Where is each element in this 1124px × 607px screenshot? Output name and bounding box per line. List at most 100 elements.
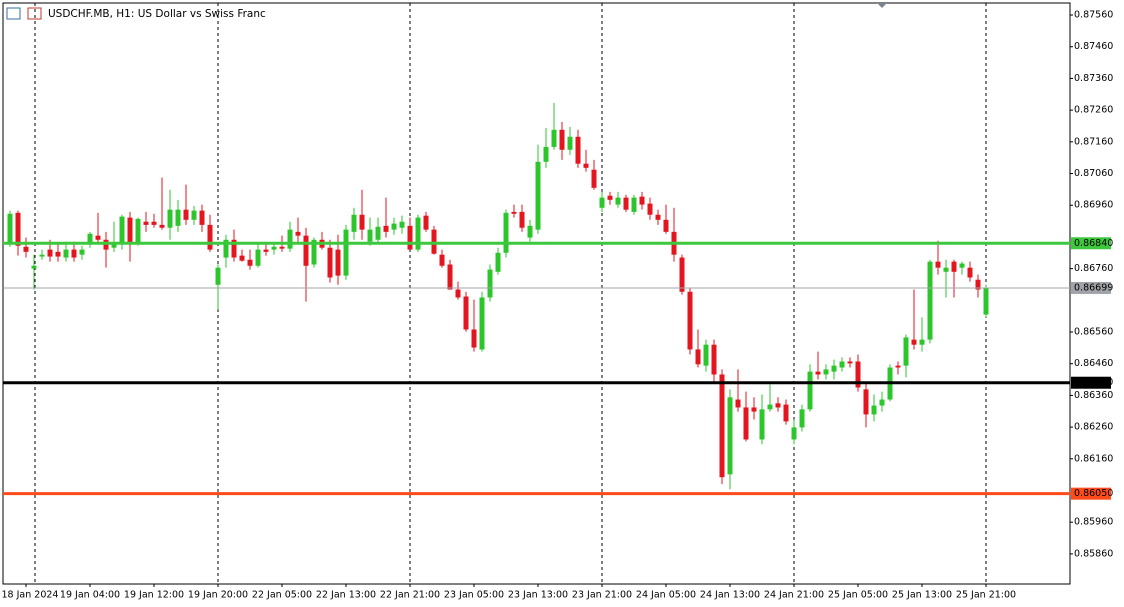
candle-body (775, 403, 781, 408)
candle-body (431, 229, 437, 254)
x-tick-label: 22 Jan 05:00 (252, 590, 312, 601)
candle-body (975, 279, 981, 290)
candle-body (495, 252, 501, 272)
candle-body (63, 249, 69, 258)
x-tick-label: 19 Jan 04:00 (60, 590, 120, 601)
x-tick-label: 25 Jan 21:00 (956, 590, 1016, 601)
candle-body (231, 239, 237, 258)
candle-body (375, 226, 381, 240)
candle-body (311, 239, 317, 265)
x-tick-label: 19 Jan 20:00 (188, 590, 248, 601)
candle-body (55, 251, 61, 257)
candle-body (839, 361, 845, 368)
candle-body (527, 225, 533, 238)
candle-body (599, 197, 605, 208)
candle-body (79, 249, 85, 255)
candle-body (143, 221, 149, 225)
candle-body (455, 289, 461, 298)
candle-body (39, 254, 45, 257)
candle-body (511, 211, 517, 214)
candle-body (871, 405, 877, 415)
candle-body (855, 361, 861, 388)
candle-body (135, 218, 141, 243)
y-tick-label: 0.86160 (1074, 453, 1113, 464)
candle-body (807, 371, 813, 410)
candle-body (359, 214, 365, 230)
chart-title: USDCHF.MB, H1: US Dollar vs Swiss Franc (48, 8, 266, 20)
candle-body (183, 209, 189, 220)
candle-body (575, 136, 581, 164)
candle-body (31, 265, 37, 269)
candle-body (407, 225, 413, 250)
shift-marker (877, 3, 887, 8)
level-label: 0.86840 (1074, 238, 1113, 249)
level-label: 0.86400 (1074, 377, 1113, 388)
candle-body (607, 195, 613, 200)
y-tick-label: 0.87160 (1074, 136, 1113, 147)
candle-body (463, 296, 469, 330)
candle-body (647, 203, 653, 215)
candle-body (583, 163, 589, 168)
y-tick-label: 0.86960 (1074, 200, 1113, 211)
candle-body (751, 407, 757, 412)
candle-body (335, 249, 341, 276)
y-tick-label: 0.86560 (1074, 327, 1113, 338)
candle-body (167, 209, 173, 228)
candle-body (239, 255, 245, 261)
candle-body (199, 210, 205, 225)
x-tick-label: 23 Jan 13:00 (508, 590, 568, 601)
candle-body (815, 371, 821, 375)
candle-body (119, 216, 125, 244)
x-tick-label: 24 Jan 13:00 (700, 590, 760, 601)
candle-body (415, 217, 421, 250)
candle-body (543, 146, 549, 162)
candle-body (559, 129, 565, 150)
y-tick-label: 0.85860 (1074, 548, 1113, 559)
candle-body (295, 231, 301, 236)
candle-body (591, 169, 597, 188)
x-tick-label: 23 Jan 05:00 (444, 590, 504, 601)
candle-body (943, 267, 949, 272)
candle-body (439, 254, 445, 266)
candle-body (967, 267, 973, 278)
candle-body (503, 212, 509, 253)
y-tick-label: 0.87360 (1074, 73, 1113, 84)
candle-body (791, 427, 797, 440)
icon (6, 7, 21, 20)
candle-body (711, 344, 717, 375)
candle-body (287, 229, 293, 249)
x-tick-label: 18 Jan 2024 (2, 590, 59, 601)
x-tick-label: 22 Jan 13:00 (316, 590, 376, 601)
candle-body (935, 261, 941, 268)
y-tick-label: 0.87560 (1074, 10, 1113, 21)
candle-body (447, 264, 453, 290)
candle-body (519, 211, 525, 228)
candle-body (927, 261, 933, 340)
candle-body (879, 399, 885, 406)
candle-body (727, 397, 733, 475)
level-label-box (1071, 487, 1111, 500)
candle-body (743, 407, 749, 440)
candle-body (271, 246, 277, 250)
candle-body (127, 217, 133, 245)
candle-body (263, 249, 269, 252)
candle-body (87, 233, 93, 245)
candle-body (895, 365, 901, 368)
y-tick-label: 0.86260 (1074, 422, 1113, 433)
candle-body (719, 374, 725, 478)
level-label: 0.86699 (1074, 282, 1113, 293)
y-tick-label: 0.86460 (1074, 358, 1113, 369)
candle-body (783, 404, 789, 422)
candle-body (695, 349, 701, 365)
candle-body (471, 329, 477, 348)
candle-body (191, 210, 197, 220)
y-tick-label: 0.85960 (1074, 517, 1113, 528)
candle-body (823, 369, 829, 375)
candle-body (663, 219, 669, 232)
plot-frame (2, 2, 1071, 585)
candle-body (479, 297, 485, 350)
candle-body (703, 344, 709, 366)
candle-body (615, 197, 621, 205)
